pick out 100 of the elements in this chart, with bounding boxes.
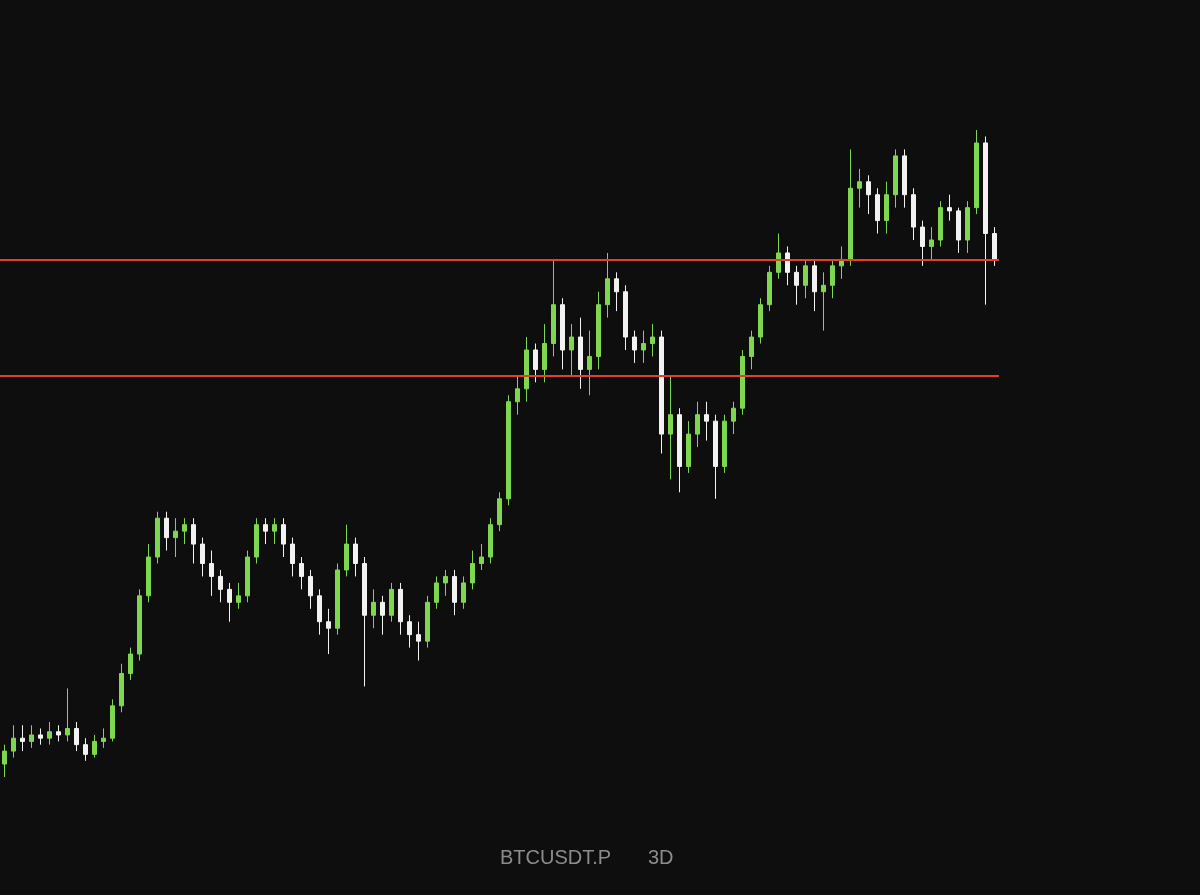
- candlestick: [20, 724, 25, 752]
- candlestick: [749, 330, 754, 370]
- candlestick: [290, 537, 295, 577]
- candlestick: [587, 330, 592, 396]
- candlestick: [497, 491, 502, 532]
- candlestick: [893, 148, 898, 209]
- candlestick: [677, 407, 682, 493]
- candlestick: [227, 582, 232, 623]
- candlestick: [128, 647, 133, 681]
- candlestick: [137, 588, 142, 662]
- candlestick: [740, 349, 745, 416]
- candlestick: [668, 375, 673, 480]
- candlestick: [767, 265, 772, 312]
- candlestick: [65, 687, 70, 742]
- candlestick: [281, 517, 286, 558]
- candlestick: [542, 323, 547, 383]
- text: 3D: [648, 846, 674, 868]
- candlestick: [515, 375, 520, 416]
- candlestick: [2, 744, 7, 778]
- candlestick: [191, 517, 196, 564]
- candlestick: [884, 181, 889, 235]
- candlestick: [434, 575, 439, 610]
- candlestick: [353, 537, 358, 577]
- candlestick: [650, 323, 655, 357]
- candlestick: [335, 562, 340, 636]
- text: BTCUSDT.P: [500, 846, 612, 868]
- candlestick: [965, 200, 970, 254]
- candlestick: [11, 724, 16, 759]
- candlestick: [164, 511, 169, 552]
- candlestick: [812, 258, 817, 312]
- candlestick: [245, 550, 250, 603]
- candlestick: [254, 517, 259, 564]
- candlestick: [947, 194, 952, 222]
- candlestick: [911, 187, 916, 241]
- candlestick: [686, 420, 691, 474]
- candlestick: [488, 517, 493, 564]
- candlestick: [326, 608, 331, 655]
- candlestick: [452, 569, 457, 616]
- candlestick: [200, 537, 205, 577]
- candlestick: [569, 323, 574, 377]
- candlestick: [848, 148, 853, 267]
- candlestick: [155, 511, 160, 564]
- candlestick: [146, 543, 151, 603]
- candlestick: [803, 258, 808, 299]
- candlestick: [56, 724, 61, 742]
- candlestick: [794, 265, 799, 306]
- candlestick: [785, 245, 790, 286]
- candlestick: [704, 401, 709, 442]
- candlestick: [758, 297, 763, 345]
- candlestick: [362, 556, 367, 687]
- candlestick: [956, 207, 961, 254]
- candlestick: [443, 569, 448, 597]
- candlestick: [902, 148, 907, 209]
- candlestick: [182, 517, 187, 545]
- candlestick: [992, 226, 997, 267]
- candlestick: [389, 582, 394, 623]
- candlestick: [317, 588, 322, 636]
- candlestick: [407, 614, 412, 649]
- candlestick: [929, 226, 934, 260]
- candlestick: [119, 663, 124, 713]
- candlestick: [101, 727, 106, 749]
- candlestick: [722, 414, 727, 474]
- candlestick: [398, 582, 403, 636]
- candlestick: [857, 168, 862, 209]
- candlestick: [866, 174, 871, 215]
- candlestick: [83, 737, 88, 762]
- candlestick: [983, 135, 988, 306]
- candlestick: [875, 187, 880, 235]
- candlestick: [92, 734, 97, 759]
- candlestick: [920, 220, 925, 267]
- candlestick: [299, 556, 304, 590]
- candlestick: [695, 401, 700, 448]
- candlestick: [776, 233, 781, 280]
- candlestick: [470, 550, 475, 590]
- candlestick: [974, 129, 979, 215]
- candlestick: [830, 258, 835, 299]
- candlestick: [236, 582, 241, 610]
- candlestick: [821, 271, 826, 332]
- candlestick: [425, 595, 430, 649]
- candlestick: [416, 621, 421, 662]
- candlestick: [506, 394, 511, 506]
- candlestick: [461, 575, 466, 610]
- candlestick: [29, 724, 34, 749]
- candlestick: [632, 330, 637, 364]
- candlestick: [110, 698, 115, 742]
- candlestick: [560, 297, 565, 370]
- candlestick: [47, 721, 52, 746]
- candlestick: [605, 252, 610, 319]
- candlestick: [263, 517, 268, 545]
- candlestick: [614, 271, 619, 312]
- candlestick: [596, 291, 601, 370]
- candlestick: [938, 200, 943, 247]
- candlestick: [641, 330, 646, 364]
- candlestick: [524, 336, 529, 403]
- candlestick: [578, 317, 583, 390]
- candlestick: [659, 330, 664, 454]
- candlestick: [272, 517, 277, 545]
- candlestick: [551, 258, 556, 357]
- candlestick: [713, 414, 718, 500]
- candlestick: [209, 550, 214, 597]
